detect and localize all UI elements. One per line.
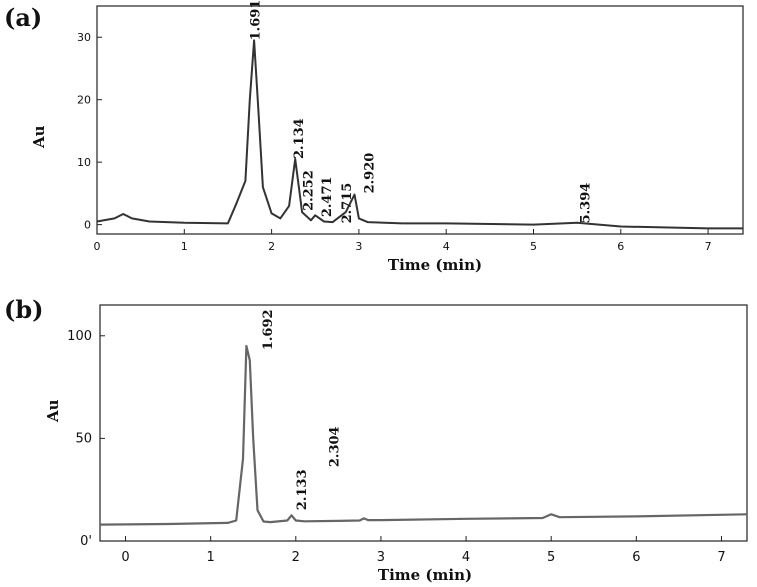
x-tick-label: 4 <box>462 550 470 565</box>
peak-label: 1.691 <box>248 0 263 40</box>
y-axis-label-a: Au <box>30 125 48 149</box>
x-tick-label: 3 <box>377 550 385 565</box>
x-tick-label: 2 <box>268 240 275 253</box>
y-axis-label-b: Au <box>44 399 62 423</box>
peak-label: 1.692 <box>261 309 276 350</box>
x-axis-label-b: Time (min) <box>378 566 472 584</box>
peak-label: 2.471 <box>320 176 335 217</box>
peak-label: 2.134 <box>292 118 307 159</box>
peak-label: 2.920 <box>363 153 378 194</box>
peak-label: 2.304 <box>327 426 342 467</box>
plot-frame-a <box>96 5 744 235</box>
y-tick-label: 50 <box>75 431 92 446</box>
x-tick-label: 3 <box>355 240 362 253</box>
x-tick-label: 2 <box>292 550 300 565</box>
peak-labels-a: 1.691 2.134 2.252 2.471 2.715 2.920 5.394 <box>248 0 593 223</box>
x-tick-label: 5 <box>530 240 537 253</box>
y-tick-label: 100 <box>67 329 92 344</box>
peak-label: 2.715 <box>340 183 355 224</box>
axis-ticks-a: 0 1 2 3 4 5 6 7 0 10 20 30 <box>77 31 712 253</box>
x-axis-label-a: Time (min) <box>388 256 482 274</box>
y-tick-label: 0' <box>80 534 92 549</box>
x-tick-label: 0 <box>121 550 129 565</box>
y-tick-label: 20 <box>77 94 91 107</box>
x-tick-label: 7 <box>717 550 725 565</box>
x-tick-label: 6 <box>632 550 640 565</box>
y-tick-label: 10 <box>77 156 91 169</box>
x-tick-label: 5 <box>547 550 555 565</box>
peak-label: 5.394 <box>578 183 593 224</box>
plot-frame-b <box>99 304 748 542</box>
chromatogram-trace-b <box>99 344 748 526</box>
peak-label: 2.252 <box>302 170 317 211</box>
x-tick-label: 1 <box>181 240 188 253</box>
peak-label: 2.133 <box>295 469 310 510</box>
x-tick-label: 7 <box>705 240 712 253</box>
y-tick-label: 30 <box>77 31 91 44</box>
peak-labels-b: 1.692 2.133 2.304 <box>261 309 342 510</box>
x-tick-label: 1 <box>207 550 215 565</box>
x-tick-label: 6 <box>617 240 624 253</box>
y-tick-label: 0 <box>84 219 91 232</box>
x-tick-label: 0 <box>94 240 101 253</box>
chart-panel-a: (a) 0 1 2 3 4 5 6 7 0 10 20 30 Au Time (min) 1.691 2… <box>4 0 744 274</box>
chart-panel-b: (b) 0 1 2 3 4 5 6 7 0' 50 100 Au Time (min) 1.692 2… <box>4 295 748 584</box>
panel-a-label: (a) <box>4 3 42 32</box>
chromatogram-trace-a <box>96 39 743 230</box>
x-tick-label: 4 <box>443 240 450 253</box>
axis-ticks-b: 0 1 2 3 4 5 6 7 0' 50 100 <box>67 329 725 565</box>
panel-b-label: (b) <box>4 295 44 324</box>
